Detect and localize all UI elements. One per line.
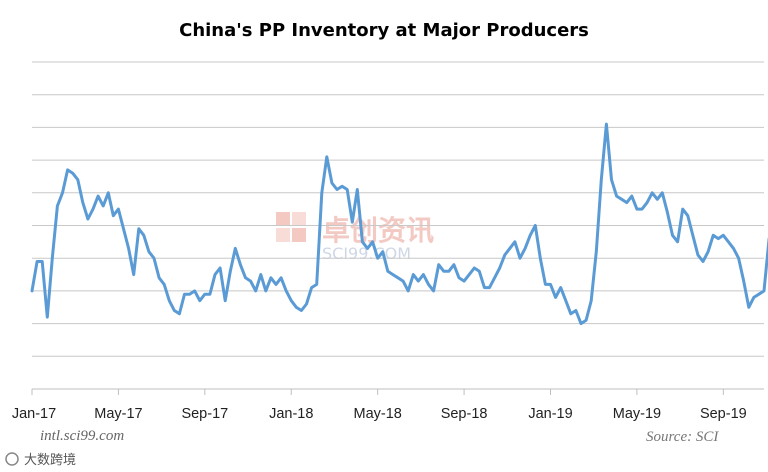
x-axis-labels: Jan-17 May-17 Sep-17 Jan-18 May-18 Sep-18 Jan-… [12, 406, 747, 422]
x-axis-ticks [31, 389, 724, 395]
watermark-logo-square [292, 212, 306, 226]
x-tick-label: Jan-18 [269, 406, 313, 422]
x-tick-label: Jan-19 [528, 406, 572, 422]
source-label: Source: SCI [646, 429, 719, 445]
x-tick-label: May-18 [353, 406, 401, 422]
series-group [30, 122, 768, 326]
x-tick-label: Sep-18 [441, 406, 488, 422]
x-tick-label: May-17 [94, 406, 142, 422]
watermark-logo-square [292, 228, 306, 242]
watermark-logo-square [276, 228, 290, 242]
x-tick-label: Sep-17 [181, 406, 228, 422]
site-url: intl.sci99.com [40, 428, 124, 444]
watermark-logo-square [276, 212, 290, 226]
chart-title: China's PP Inventory at Major Producers [179, 20, 589, 41]
x-tick-label: May-19 [613, 406, 661, 422]
x-tick-label: Sep-19 [700, 406, 747, 422]
gridlines [32, 61, 764, 357]
watermark-cn-text: 卓创资讯 [322, 214, 434, 247]
corner-logo: 大数跨境 [5, 452, 76, 468]
corner-logo-text: 大数跨境 [24, 453, 76, 468]
corner-logo-icon [5, 452, 19, 466]
x-tick-label: Jan-17 [12, 406, 56, 422]
series-line-pp-inventory [30, 122, 768, 326]
watermark: 卓创资讯 SCI99.COM [276, 212, 434, 263]
